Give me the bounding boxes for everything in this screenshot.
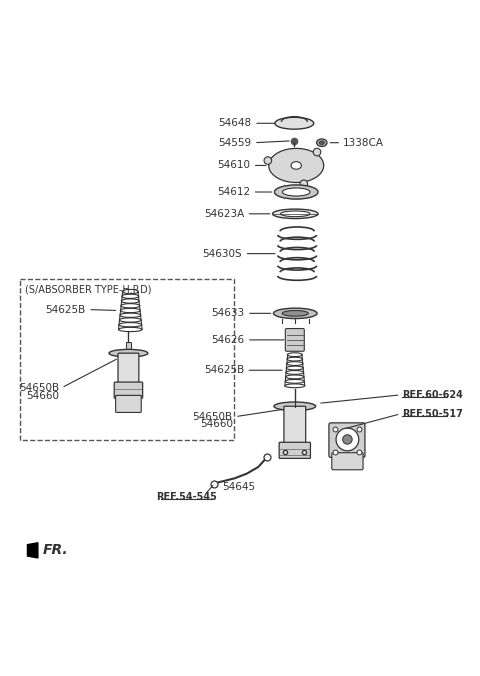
Ellipse shape: [274, 402, 316, 410]
Text: 54630S: 54630S: [203, 249, 242, 259]
Ellipse shape: [281, 211, 310, 216]
Text: 54610: 54610: [217, 160, 250, 170]
Circle shape: [300, 180, 308, 187]
Ellipse shape: [320, 141, 324, 145]
Text: REF.50-517: REF.50-517: [402, 409, 463, 419]
Text: 54650B: 54650B: [192, 412, 233, 422]
Polygon shape: [27, 543, 38, 558]
Text: 54625B: 54625B: [204, 365, 244, 375]
FancyBboxPatch shape: [329, 423, 365, 458]
Circle shape: [264, 157, 272, 164]
FancyBboxPatch shape: [279, 442, 311, 458]
FancyBboxPatch shape: [332, 453, 363, 470]
FancyBboxPatch shape: [284, 406, 306, 447]
Ellipse shape: [317, 139, 327, 147]
Text: 54660: 54660: [200, 419, 233, 429]
Text: 54559: 54559: [218, 138, 252, 148]
Text: REF.54-545: REF.54-545: [156, 492, 216, 502]
FancyBboxPatch shape: [114, 382, 143, 398]
Text: 54626: 54626: [211, 335, 244, 345]
Ellipse shape: [274, 308, 317, 318]
Text: REF.60-624: REF.60-624: [402, 390, 463, 400]
Ellipse shape: [275, 185, 318, 199]
Ellipse shape: [282, 310, 308, 316]
Text: (S/ABSORBER TYPE-H.P.D): (S/ABSORBER TYPE-H.P.D): [25, 285, 152, 295]
Text: 1338CA: 1338CA: [343, 138, 384, 148]
Text: 54645: 54645: [222, 482, 255, 492]
Circle shape: [343, 435, 352, 444]
Text: 54625B: 54625B: [46, 305, 86, 314]
Text: 54648: 54648: [218, 118, 252, 128]
FancyBboxPatch shape: [285, 329, 304, 352]
Text: 54660: 54660: [26, 391, 59, 401]
Ellipse shape: [109, 349, 148, 357]
Text: 54623A: 54623A: [204, 209, 244, 219]
Text: FR.: FR.: [43, 544, 68, 557]
FancyBboxPatch shape: [126, 342, 131, 352]
FancyBboxPatch shape: [118, 353, 139, 387]
Ellipse shape: [282, 188, 310, 196]
FancyBboxPatch shape: [116, 395, 141, 412]
Text: 54650B: 54650B: [19, 383, 59, 393]
Ellipse shape: [291, 162, 301, 169]
Ellipse shape: [275, 118, 314, 129]
FancyBboxPatch shape: [292, 402, 297, 423]
Ellipse shape: [273, 209, 318, 218]
Circle shape: [313, 148, 321, 156]
Text: 54633: 54633: [211, 308, 244, 318]
Polygon shape: [269, 149, 324, 183]
Text: 54612: 54612: [217, 187, 250, 197]
Circle shape: [336, 428, 359, 451]
